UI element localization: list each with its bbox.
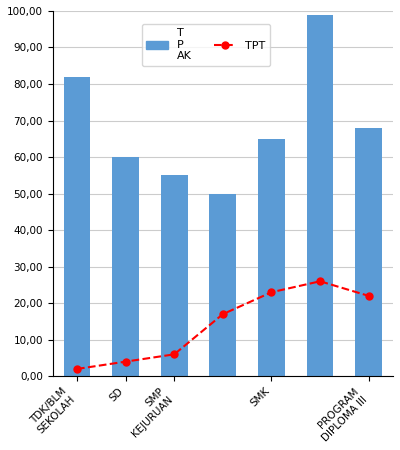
Bar bbox=[112, 157, 139, 376]
Bar bbox=[258, 139, 285, 376]
Bar bbox=[161, 176, 188, 376]
Bar bbox=[307, 14, 334, 376]
Bar bbox=[64, 76, 90, 376]
Bar bbox=[355, 128, 382, 376]
Bar bbox=[210, 194, 236, 376]
Legend: T
P
AK, TPT: T P AK, TPT bbox=[142, 24, 270, 66]
